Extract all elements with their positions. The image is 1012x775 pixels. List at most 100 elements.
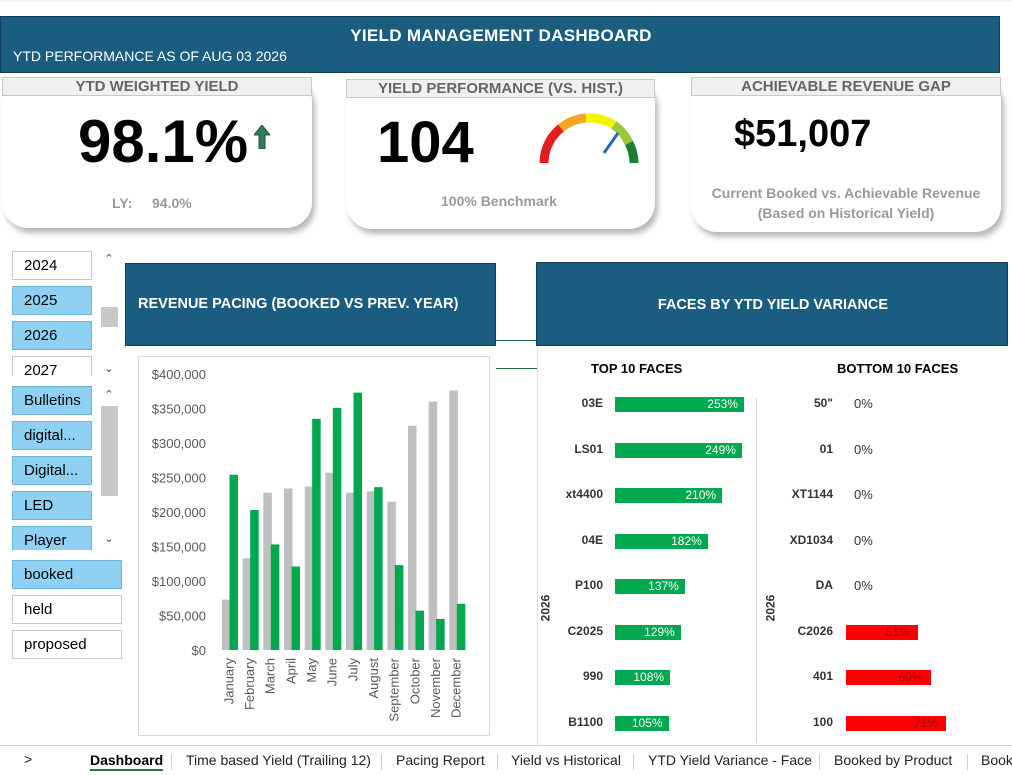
bar-booked [250, 509, 259, 650]
x-tick-label: August [366, 658, 381, 699]
status-slicer-item[interactable]: booked [12, 560, 122, 589]
bottom-face-name: 01 [819, 441, 833, 456]
tab-separator [633, 754, 634, 770]
bottom-face-name: 50" [813, 396, 833, 410]
top-face-bar [615, 442, 742, 458]
top-face-name: 03E [581, 396, 603, 410]
bar-prev-year [428, 401, 438, 650]
kpi-card-revenue-gap: ACHIEVABLE REVENUE GAP $51,007 Current B… [691, 75, 1001, 232]
ly-value: 94.0% [152, 195, 192, 211]
status-slicer-item[interactable]: proposed [12, 630, 122, 659]
scroll-thumb[interactable] [101, 406, 118, 496]
product-slicer-item[interactable]: Digital... [12, 456, 92, 485]
connector-line [496, 368, 538, 369]
x-tick-label: November [428, 657, 443, 718]
bar-prev-year [325, 472, 334, 650]
top-face-value: 105% [631, 715, 663, 730]
x-tick-label: February [242, 658, 257, 711]
scroll-up-icon[interactable]: ⌃ [104, 253, 114, 265]
year-slicer-item[interactable]: 2027 [12, 356, 92, 376]
sheet-tab[interactable]: Pacing Report [396, 752, 485, 768]
bottom-face-name: 100 [812, 714, 833, 729]
top-face-name: 990 [582, 669, 603, 683]
kpi-card-weighted-yield: YTD WEIGHTED YIELD 98.1% LY: 94.0% [2, 75, 312, 228]
bottom-face-value: 51% [885, 624, 910, 639]
sheet-tab[interactable]: Book [981, 752, 1012, 768]
up-arrow-icon [254, 125, 270, 149]
kpi-title: YIELD PERFORMANCE (VS. HIST.) [346, 79, 655, 98]
faces-section-title: FACES BY YTD YIELD VARIANCE [657, 297, 889, 313]
dashboard-subtitle: YTD PERFORMANCE AS OF AUG 03 2026 [13, 48, 287, 64]
gap-note-line1: Current Booked vs. Achievable Revenue [711, 185, 981, 201]
x-tick-label: May [304, 658, 319, 683]
year-slicer-item[interactable]: 2026 [12, 321, 92, 350]
y-tick-label: $50,000 [159, 609, 206, 624]
bottom-face-name: XD1034 [789, 532, 833, 547]
sheet-tab[interactable]: Booked by Product [834, 752, 953, 768]
sheet-tab[interactable]: Time based Yield (Trailing 12) [186, 752, 371, 768]
top-face-name: P100 [574, 578, 603, 592]
tab-scroll-right-icon[interactable]: > [24, 751, 33, 767]
year-slicer-item[interactable]: 2025 [12, 286, 92, 315]
top-face-value: 137% [648, 579, 679, 593]
product-scrollbar[interactable]: ⌃ ⌄ [99, 386, 119, 548]
bottom-face-value: 71% [913, 715, 938, 730]
bottom-face-value: 0% [854, 578, 873, 593]
bar-prev-year [242, 558, 252, 650]
y-tick-label: $0 [192, 643, 206, 658]
bottom-face-name: XT1144 [791, 487, 833, 501]
top-axis-label: 2026 [538, 594, 553, 622]
product-slicer-item[interactable]: digital... [12, 421, 92, 450]
sheet-tab[interactable]: Dashboard [90, 752, 164, 771]
bar-prev-year [304, 486, 314, 650]
bar-prev-year [387, 501, 396, 650]
formula-area-edge [0, 0, 1012, 2]
scroll-up-icon[interactable]: ⌃ [104, 389, 114, 401]
y-tick-label: $150,000 [152, 540, 206, 555]
bar-booked [415, 610, 424, 650]
top-face-name: 04E [581, 532, 603, 547]
benchmark-note: 100% Benchmark [441, 193, 557, 209]
top-face-name: LS01 [574, 441, 603, 456]
scroll-down-icon[interactable]: ⌄ [104, 533, 114, 545]
bar-prev-year [449, 390, 458, 650]
top-face-value: 129% [644, 624, 675, 639]
top-face-bar [615, 579, 685, 594]
bar-booked [312, 418, 321, 650]
status-slicer-item[interactable]: held [12, 595, 122, 624]
top-face-bar [615, 533, 708, 549]
kpi-card-yield-performance: YIELD PERFORMANCE (VS. HIST.) 104 100% B… [346, 77, 655, 229]
top-face-value: 253% [707, 397, 738, 411]
bar-booked [456, 603, 466, 650]
product-slicer-item[interactable]: LED [12, 491, 92, 520]
gauge-icon [539, 113, 639, 164]
scroll-thumb[interactable] [101, 307, 118, 327]
y-tick-label: $300,000 [152, 436, 206, 451]
bar-prev-year [346, 492, 355, 650]
bottom-face-value: 0% [854, 396, 873, 411]
gap-note-line2: (Based on Historical Yield) [757, 205, 935, 221]
weighted-yield-value: 98.1% [78, 108, 249, 175]
dashboard-header: YIELD MANAGEMENT DASHBOARD YTD PERFORMAN… [0, 16, 1000, 73]
kpi-title: ACHIEVABLE REVENUE GAP [691, 77, 1001, 96]
product-slicer-item[interactable]: Bulletins [12, 386, 92, 415]
y-tick-label: $350,000 [152, 402, 206, 417]
bar-booked [332, 407, 342, 650]
sheet-tab-bar: > Dashboard Time based Yield (Trailing 12… [0, 745, 1012, 775]
bar-booked [353, 392, 362, 650]
scroll-down-icon[interactable]: ⌄ [104, 363, 114, 375]
bottom-face-value: 0% [854, 487, 873, 502]
sheet-tab[interactable]: Yield vs Historical [511, 752, 621, 768]
y-tick-label: $400,000 [152, 367, 206, 382]
bottom-face-bar [846, 715, 946, 731]
kpi-title: YTD WEIGHTED YIELD [2, 77, 312, 96]
revenue-gap-value: $51,007 [734, 113, 872, 155]
sheet-tab[interactable]: YTD Yield Variance - Face [648, 752, 812, 768]
year-slicer-item[interactable]: 2024 [12, 251, 92, 280]
product-slicer-item[interactable]: Player [12, 526, 92, 550]
faces-divider [756, 398, 757, 743]
year-scrollbar[interactable]: ⌃ ⌄ [99, 250, 119, 375]
ly-label: LY: [112, 195, 133, 211]
top-face-value: 249% [705, 442, 736, 457]
